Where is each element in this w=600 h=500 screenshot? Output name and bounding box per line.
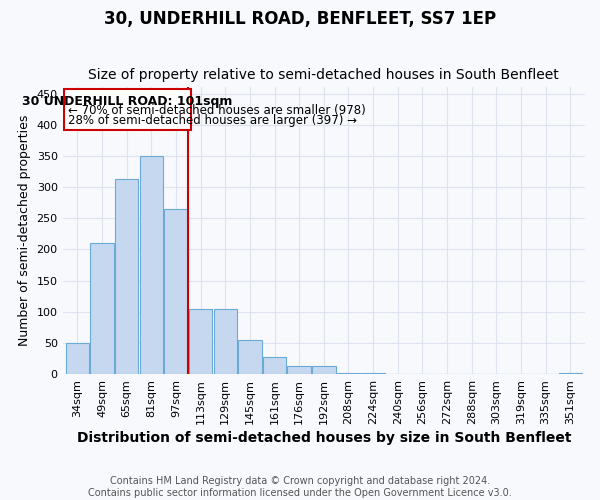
Text: ← 70% of semi-detached houses are smaller (978): ← 70% of semi-detached houses are smalle… — [68, 104, 365, 117]
Bar — [189, 308, 212, 374]
Bar — [559, 373, 582, 374]
Bar — [91, 243, 114, 374]
X-axis label: Distribution of semi-detached houses by size in South Benfleet: Distribution of semi-detached houses by … — [77, 431, 571, 445]
Text: 28% of semi-detached houses are larger (397) →: 28% of semi-detached houses are larger (… — [68, 114, 356, 126]
Bar — [115, 179, 139, 374]
Bar — [263, 357, 286, 374]
Title: Size of property relative to semi-detached houses in South Benfleet: Size of property relative to semi-detach… — [88, 68, 559, 82]
Bar — [361, 373, 385, 374]
Bar — [337, 373, 360, 374]
Bar — [214, 308, 237, 374]
Bar — [65, 343, 89, 374]
Bar — [287, 366, 311, 374]
Bar — [238, 340, 262, 374]
Bar — [140, 156, 163, 374]
Text: Contains HM Land Registry data © Crown copyright and database right 2024.
Contai: Contains HM Land Registry data © Crown c… — [88, 476, 512, 498]
Bar — [312, 366, 335, 374]
Bar — [164, 209, 188, 374]
Y-axis label: Number of semi-detached properties: Number of semi-detached properties — [18, 115, 31, 346]
FancyBboxPatch shape — [64, 88, 191, 130]
Text: 30 UNDERHILL ROAD: 101sqm: 30 UNDERHILL ROAD: 101sqm — [22, 95, 232, 108]
Text: 30, UNDERHILL ROAD, BENFLEET, SS7 1EP: 30, UNDERHILL ROAD, BENFLEET, SS7 1EP — [104, 10, 496, 28]
